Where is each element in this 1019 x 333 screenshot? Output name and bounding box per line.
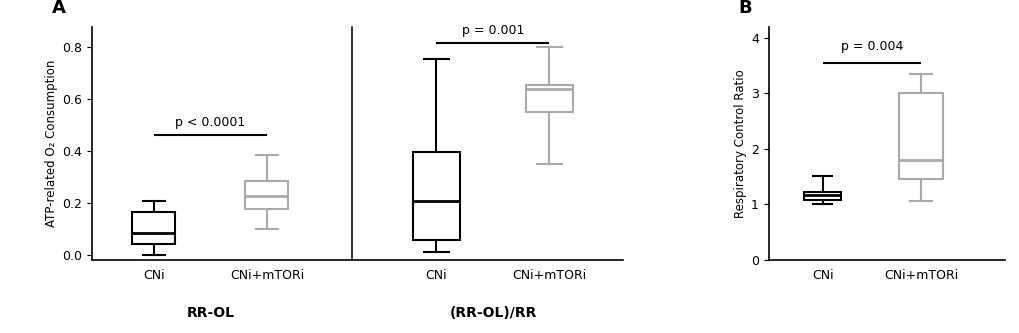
Y-axis label: Respiratory Control Ratio: Respiratory Control Ratio: [733, 69, 746, 217]
Text: p = 0.001: p = 0.001: [462, 24, 524, 37]
Text: (RR-OL)/RR: (RR-OL)/RR: [448, 306, 536, 320]
Bar: [803, 192, 841, 200]
Text: A: A: [52, 0, 66, 17]
Bar: [525, 85, 573, 112]
Text: RR-OL: RR-OL: [186, 306, 234, 320]
Text: p < 0.0001: p < 0.0001: [175, 116, 246, 129]
Bar: [898, 93, 943, 179]
Bar: [132, 212, 175, 244]
Text: p = 0.004: p = 0.004: [840, 40, 902, 53]
Y-axis label: ATP-related O₂ Consumption: ATP-related O₂ Consumption: [45, 60, 58, 227]
Bar: [413, 152, 460, 240]
Text: B: B: [738, 0, 751, 17]
Bar: [246, 181, 288, 209]
